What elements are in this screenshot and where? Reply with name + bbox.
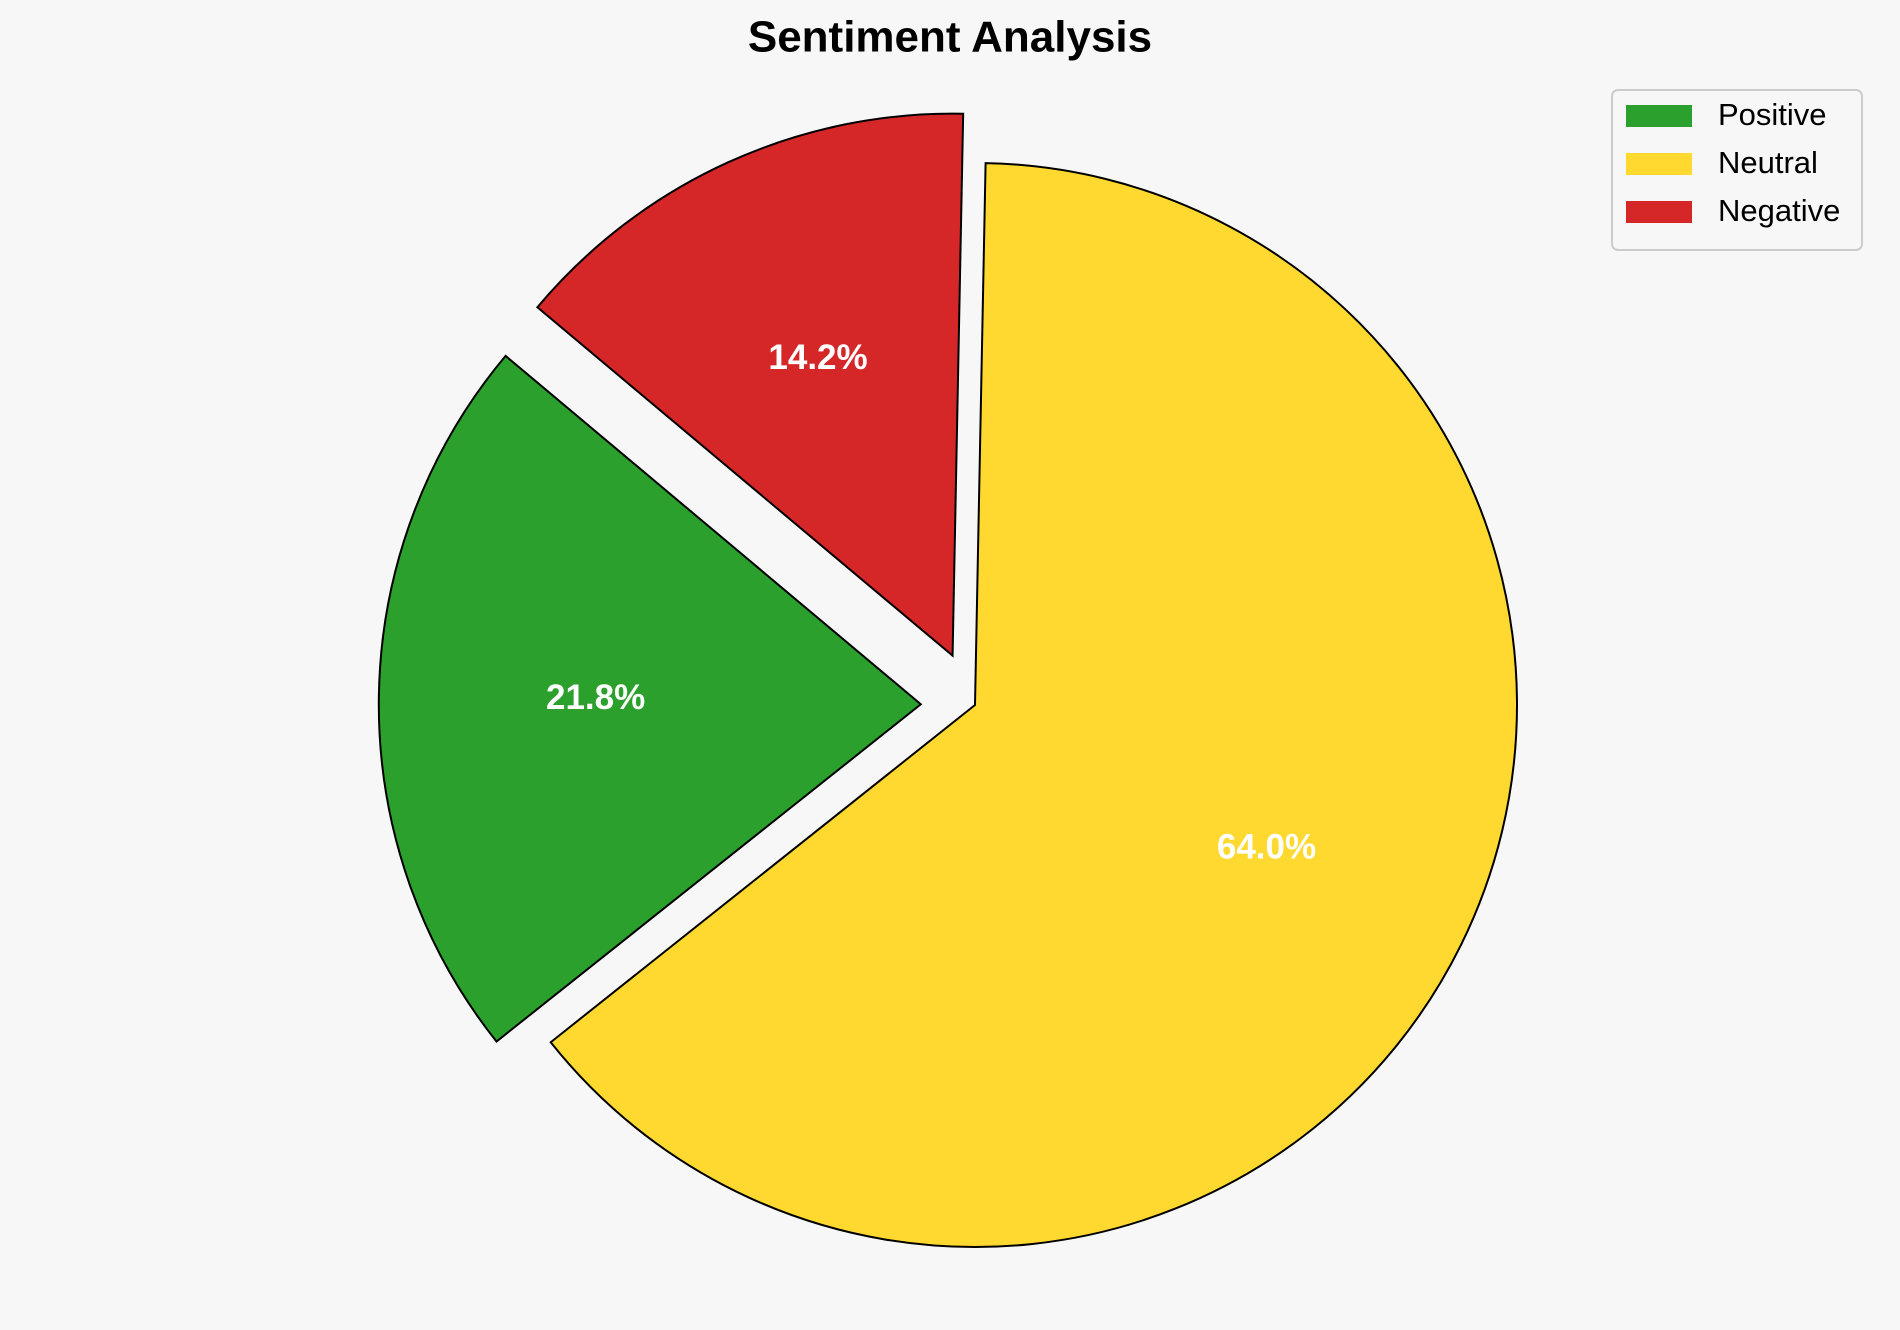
data-label: 64.0% (1217, 827, 1316, 866)
legend-label: Positive (1718, 97, 1827, 132)
pie-slice (535, 112, 965, 658)
legend-label: Negative (1718, 193, 1840, 228)
data-label: 21.8% (546, 678, 645, 717)
data-label: 14.2% (768, 338, 867, 377)
legend-swatch (1626, 153, 1692, 175)
pie-slice (377, 354, 923, 1043)
legend-label: Neutral (1718, 145, 1818, 180)
chart-title: Sentiment Analysis (748, 13, 1152, 62)
pie-slice (549, 162, 1518, 1248)
legend-swatch (1626, 201, 1692, 223)
legend-swatch (1626, 105, 1692, 127)
